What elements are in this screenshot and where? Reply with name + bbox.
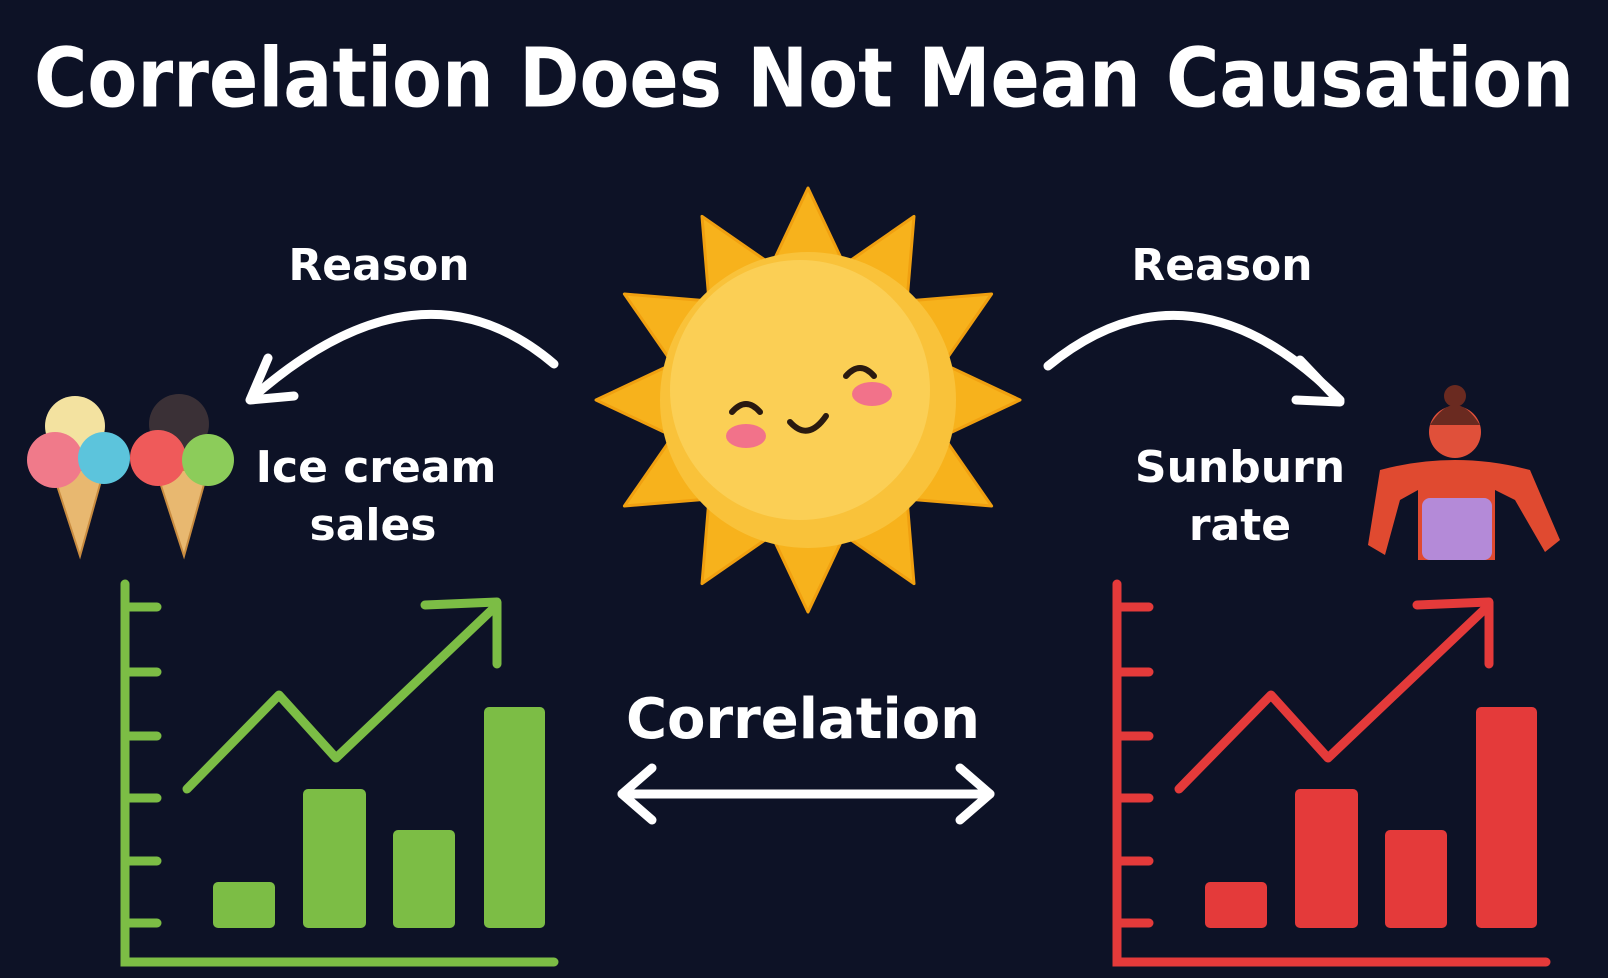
arrow-head: [1291, 355, 1345, 407]
title: Correlation Does Not Mean Causation: [34, 31, 1574, 126]
eye: [729, 401, 763, 415]
arrow-head: [617, 763, 657, 825]
person-icon: [1368, 385, 1560, 560]
right-label: Sunburn: [1135, 442, 1345, 493]
arrow-head: [955, 763, 995, 825]
cheek: [852, 382, 892, 406]
reason-arrow-left: [247, 309, 559, 403]
right-bars-icon: [1205, 707, 1537, 928]
ice-cream-icon: [27, 394, 234, 560]
sun: [594, 186, 1022, 614]
cheek: [726, 424, 766, 448]
eye: [843, 365, 877, 379]
right-chart-icon: [1112, 579, 1551, 967]
arrow-head: [245, 353, 299, 405]
smile: [787, 413, 829, 434]
reason-label: Reason: [1131, 240, 1312, 291]
left-label: Ice cream: [256, 442, 497, 493]
left-bars-icon: [213, 707, 545, 928]
left-label: sales: [310, 500, 437, 551]
correlation-label: Correlation: [626, 687, 980, 752]
left-chart-icon: [120, 579, 559, 967]
sun-highlight: [670, 260, 930, 520]
reason-label: Reason: [288, 240, 469, 291]
right-label: rate: [1189, 500, 1291, 551]
